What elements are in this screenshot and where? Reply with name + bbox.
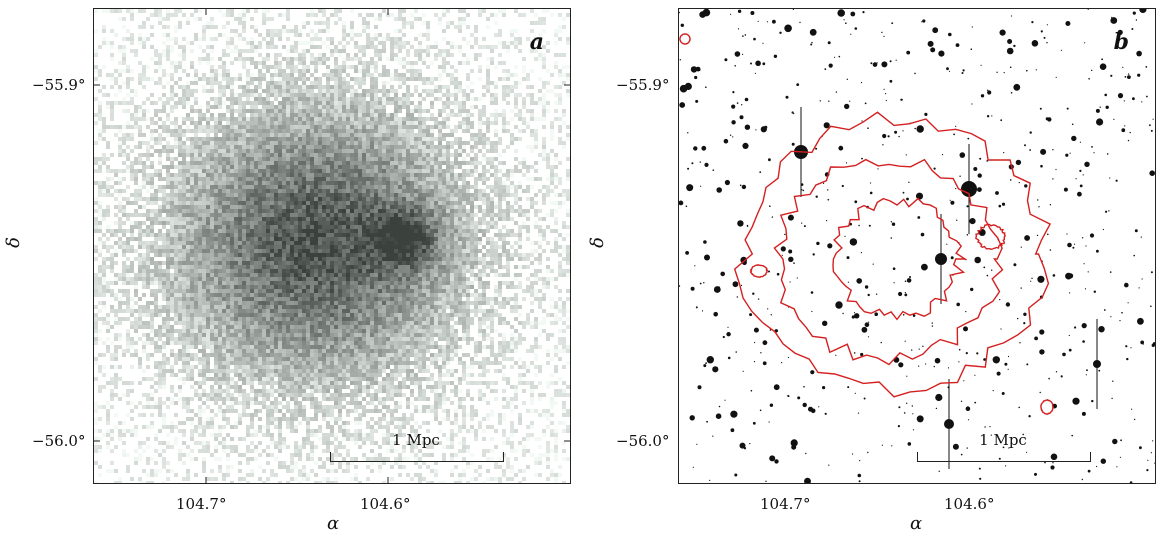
x-tick-label-right-b: 104.6°	[944, 495, 995, 513]
panel-letter-b: b	[1113, 29, 1129, 55]
xray-image	[94, 9, 570, 483]
x-axis-title-b: α	[910, 513, 923, 534]
y-tick-label-bottom-b: −56.0°	[616, 432, 670, 450]
optical-image-panel: b 1 Mpc	[678, 8, 1156, 484]
xray-pixels	[94, 9, 570, 483]
scale-bar-b	[917, 452, 1091, 462]
y-tick-label-top-a: −55.9°	[32, 76, 86, 94]
scale-bar-label-a: 1 Mpc	[392, 431, 440, 449]
y-axis-title-b: δ	[586, 237, 608, 248]
x-tick-label-left-a: 104.7°	[176, 495, 227, 513]
y-tick-label-top-b: −55.9°	[616, 76, 670, 94]
scale-bar-a	[330, 452, 504, 462]
xray-contours	[679, 33, 1055, 416]
panel-letter-a: a	[529, 29, 544, 55]
x-tick-label-left-b: 104.7°	[760, 495, 811, 513]
optical-image	[679, 9, 1155, 483]
scale-bar-label-b: 1 Mpc	[979, 431, 1027, 449]
y-tick-label-bottom-a: −56.0°	[32, 432, 86, 450]
star-field	[679, 9, 1155, 483]
x-tick-label-right-a: 104.6°	[360, 495, 411, 513]
x-axis-title-a: α	[327, 513, 340, 534]
xray-image-panel: a 1 Mpc	[93, 8, 571, 484]
y-axis-title-a: δ	[2, 237, 24, 248]
